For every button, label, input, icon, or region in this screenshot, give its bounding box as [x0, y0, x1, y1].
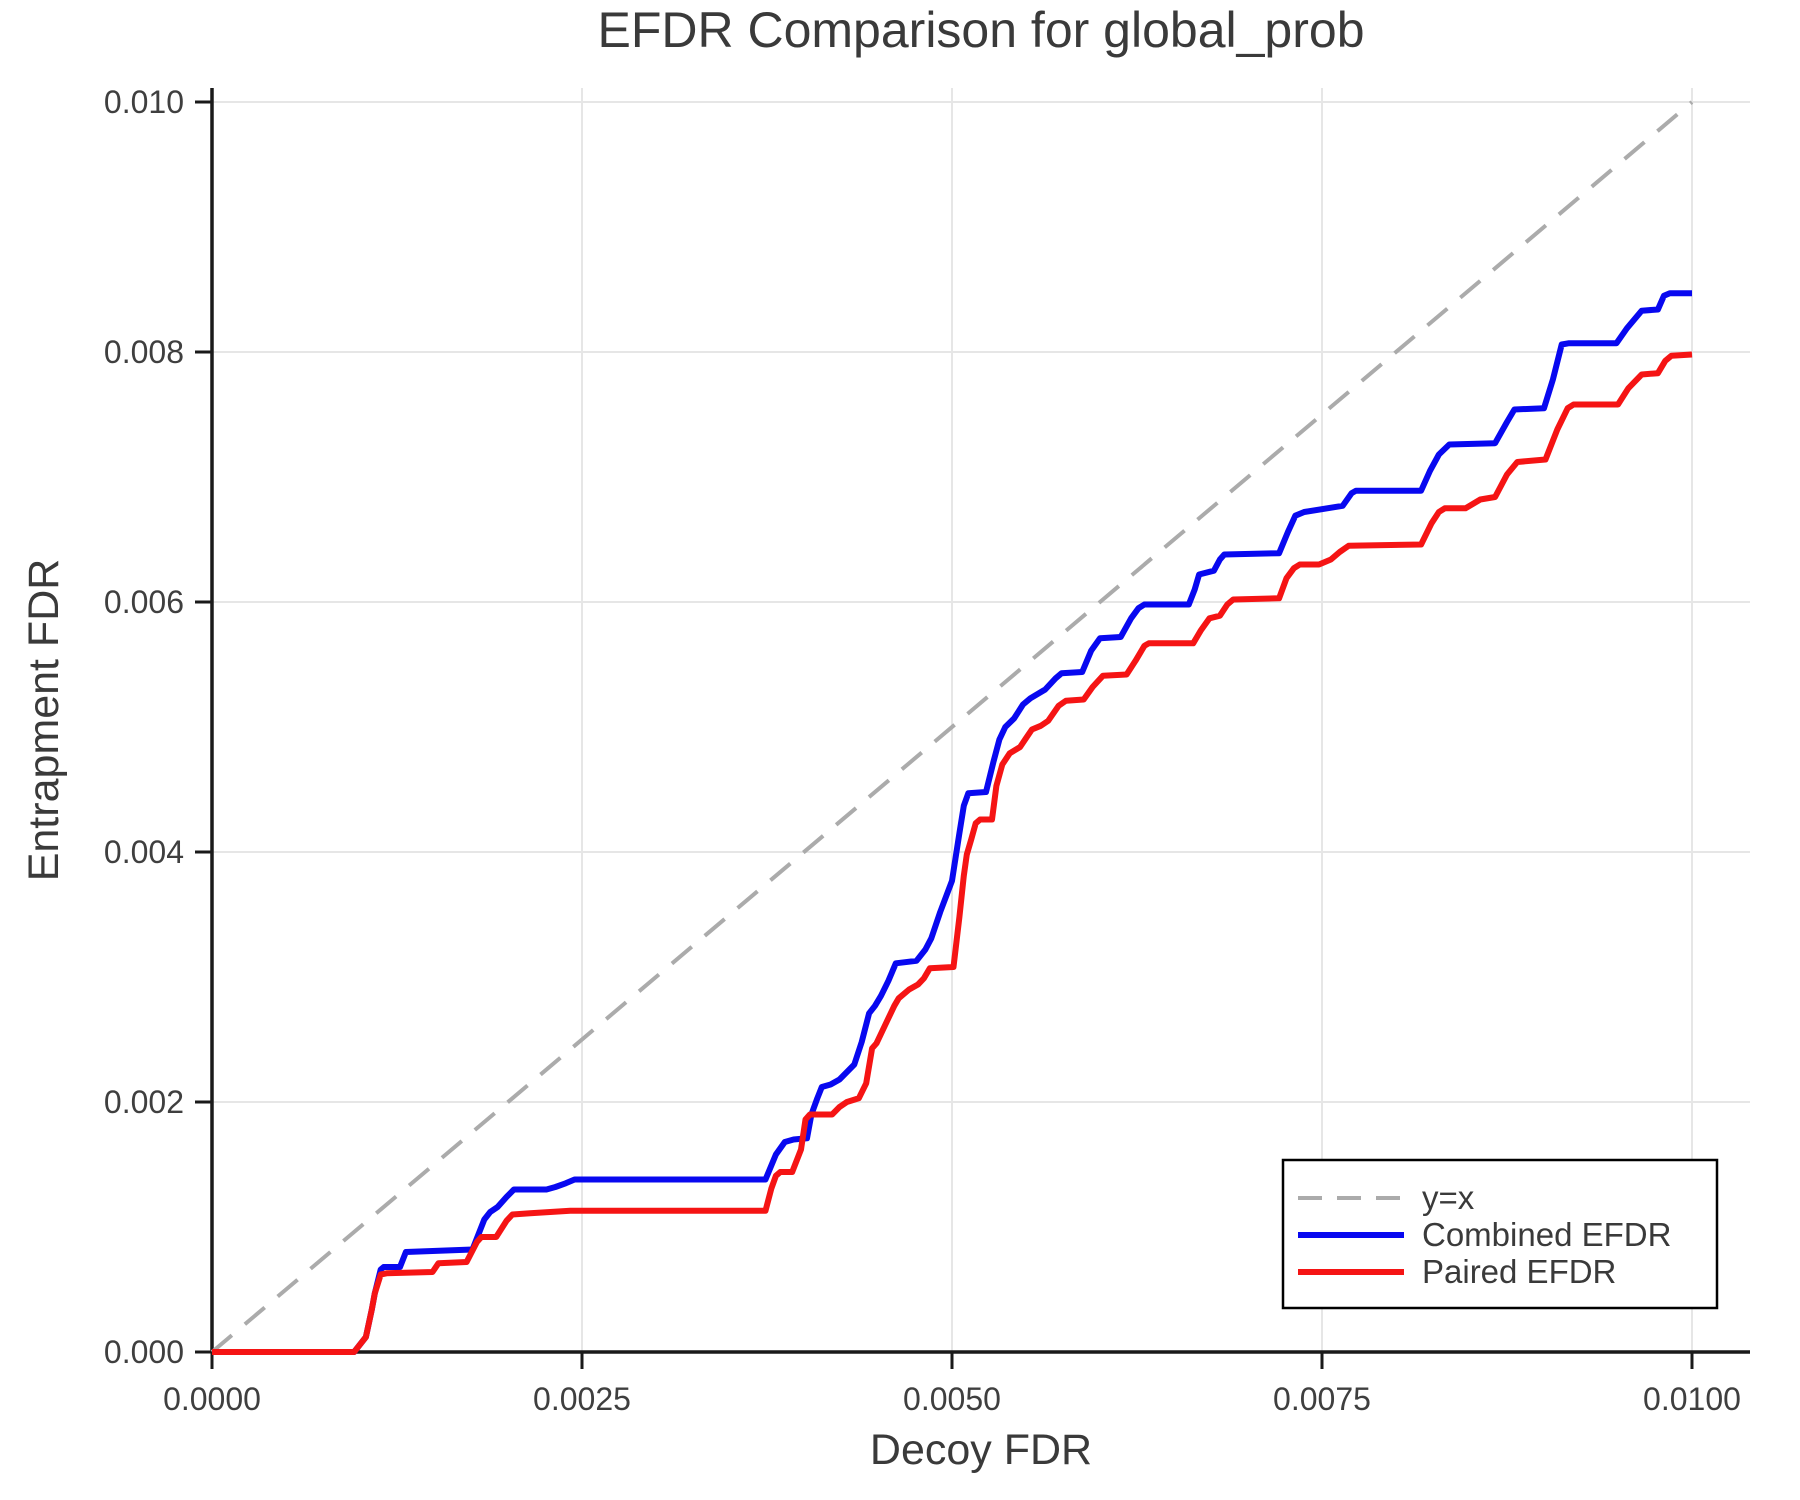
reference-line-y-equals-x [210, 100, 1694, 1354]
y-axis-label: Entrapment FDR [20, 559, 68, 882]
gridlines [212, 88, 1750, 1352]
y-tick-label: 0.010 [104, 84, 184, 120]
y-tick-label: 0.002 [104, 1084, 184, 1120]
x-tick-label: 0.0100 [1643, 1381, 1741, 1417]
plot-series [210, 100, 1694, 1355]
legend-item-label: Paired EFDR [1422, 1253, 1616, 1290]
series-line-paired-efdr [212, 351, 1693, 1355]
x-axis-label: Decoy FDR [870, 1426, 1092, 1474]
x-tick-label: 0.0000 [163, 1381, 261, 1417]
tick-labels: 0.0000 0.0025 0.0050 0.0075 0.0100 0.000 0.002… [104, 84, 1741, 1417]
series-line-combined-efdr [212, 290, 1692, 1355]
y-tick-label: 0.000 [104, 1334, 184, 1370]
y-tick-label: 0.006 [104, 584, 184, 620]
chart-title: EFDR Comparison for global_prob [597, 2, 1364, 58]
y-tick-label: 0.004 [104, 834, 184, 870]
x-tick-label: 0.0025 [533, 1381, 631, 1417]
x-tick-label: 0.0075 [1273, 1381, 1371, 1417]
legend-item-label: Combined EFDR [1422, 1216, 1671, 1253]
y-tick-label: 0.008 [104, 334, 184, 370]
legend-item-label: y=x [1422, 1179, 1475, 1216]
x-tick-label: 0.0050 [903, 1381, 1001, 1417]
